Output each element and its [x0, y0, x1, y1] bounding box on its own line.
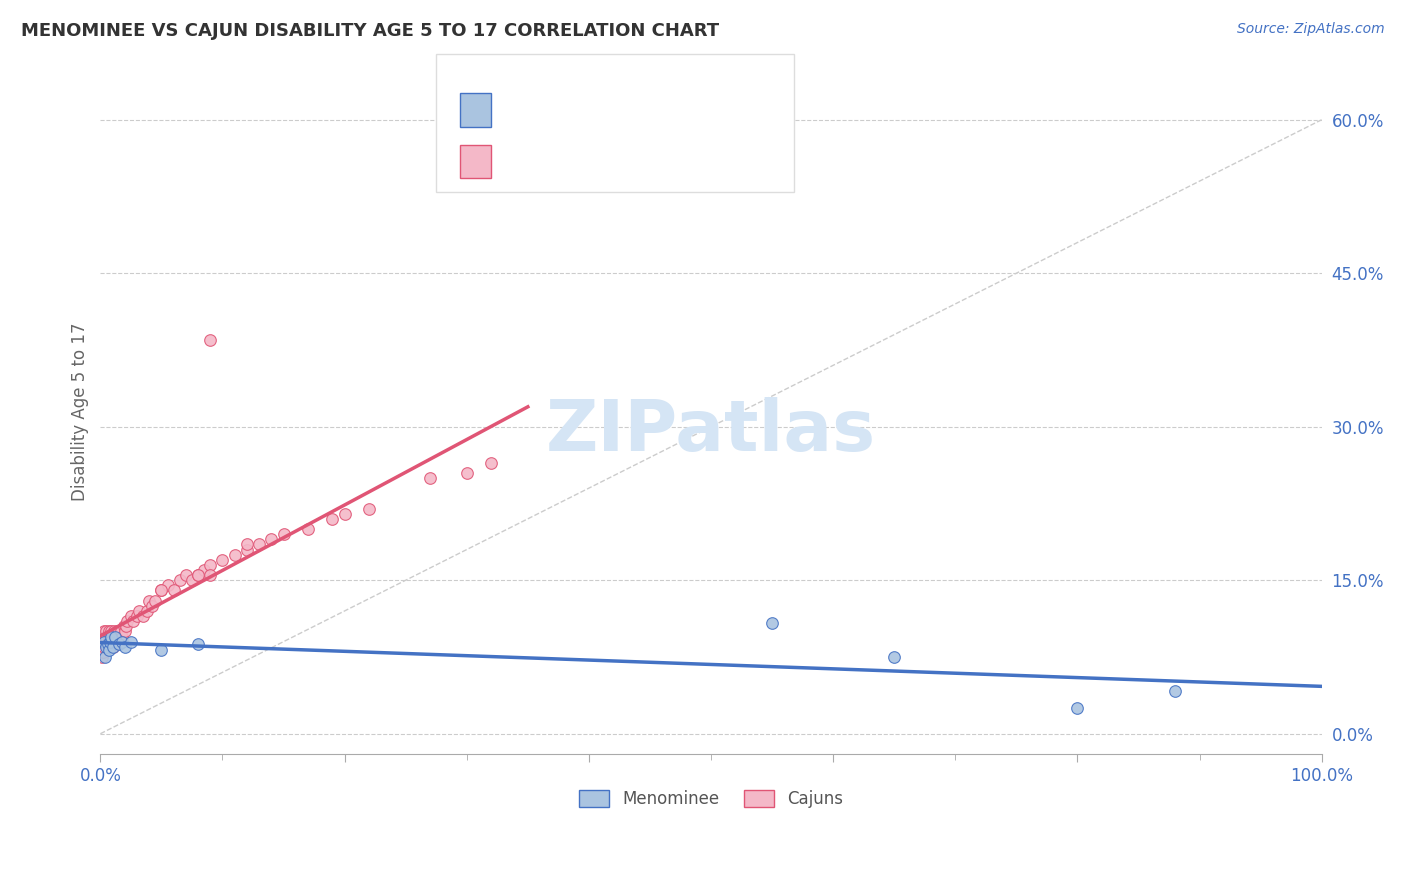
Point	[104, 634, 127, 648]
Point	[1164, 683, 1187, 698]
Point	[98, 630, 121, 644]
Point	[211, 553, 233, 567]
Point	[120, 609, 142, 624]
Point	[101, 634, 124, 648]
Point	[247, 537, 270, 551]
Text: Source: ZipAtlas.com: Source: ZipAtlas.com	[1237, 22, 1385, 37]
Point	[111, 634, 134, 648]
Point	[96, 634, 118, 648]
Point	[479, 456, 502, 470]
Point	[236, 542, 259, 557]
Point	[97, 637, 120, 651]
Point	[114, 640, 136, 654]
Point	[107, 624, 129, 639]
Point	[94, 650, 117, 665]
Point	[96, 624, 118, 639]
Point	[103, 624, 125, 639]
Point	[94, 630, 117, 644]
Point	[138, 593, 160, 607]
Point	[107, 632, 129, 647]
Point	[122, 614, 145, 628]
Point	[135, 604, 157, 618]
Point	[101, 640, 124, 654]
Point	[132, 609, 155, 624]
Point	[110, 624, 132, 639]
Point	[141, 599, 163, 613]
Point	[97, 630, 120, 644]
Point	[456, 466, 478, 480]
Point	[187, 637, 209, 651]
Point	[297, 522, 319, 536]
Point	[98, 634, 121, 648]
Point	[357, 501, 380, 516]
Point	[91, 634, 114, 648]
Point	[111, 630, 134, 644]
Text: R = -0.212   N = 19: R = -0.212 N = 19	[505, 101, 668, 119]
Point	[93, 630, 115, 644]
Point	[112, 619, 135, 633]
Point	[273, 527, 295, 541]
Point	[187, 568, 209, 582]
Point	[115, 614, 138, 628]
Point	[200, 333, 222, 347]
Point	[101, 640, 124, 654]
Point	[321, 512, 343, 526]
Point	[761, 616, 783, 631]
Point	[105, 637, 128, 651]
Point	[104, 630, 127, 644]
Point	[143, 593, 166, 607]
Point	[224, 548, 246, 562]
Point	[97, 640, 120, 654]
Point	[105, 630, 128, 644]
Point	[200, 568, 222, 582]
Point	[114, 624, 136, 639]
Text: ZIPatlas: ZIPatlas	[546, 398, 876, 467]
Legend: Menominee, Cajuns: Menominee, Cajuns	[572, 783, 851, 814]
Point	[883, 650, 905, 665]
Point	[100, 637, 122, 651]
Point	[108, 630, 131, 644]
Point	[97, 624, 120, 639]
Point	[91, 645, 114, 659]
Point	[90, 650, 112, 665]
Point	[260, 533, 283, 547]
Point	[120, 634, 142, 648]
Point	[96, 630, 118, 644]
Point	[174, 568, 197, 582]
Point	[97, 637, 120, 651]
Point	[236, 537, 259, 551]
Point	[97, 634, 120, 648]
Point	[169, 573, 191, 587]
Text: MENOMINEE VS CAJUN DISABILITY AGE 5 TO 17 CORRELATION CHART: MENOMINEE VS CAJUN DISABILITY AGE 5 TO 1…	[21, 22, 720, 40]
Text: R =  0.428   N = 72: R = 0.428 N = 72	[505, 153, 666, 170]
Point	[103, 630, 125, 644]
Point	[93, 640, 115, 654]
Point	[100, 624, 122, 639]
Point	[162, 583, 184, 598]
Point	[125, 609, 148, 624]
Point	[150, 583, 173, 598]
Point	[1066, 701, 1088, 715]
Point	[156, 578, 179, 592]
Point	[200, 558, 222, 572]
Y-axis label: Disability Age 5 to 17: Disability Age 5 to 17	[72, 322, 89, 500]
Point	[107, 624, 129, 639]
Point	[333, 507, 356, 521]
Point	[107, 637, 129, 651]
Point	[96, 640, 118, 654]
Point	[93, 634, 115, 648]
Point	[97, 642, 120, 657]
Point	[187, 568, 209, 582]
Point	[150, 583, 173, 598]
Point	[98, 634, 121, 648]
Point	[181, 573, 204, 587]
Point	[193, 563, 215, 577]
Point	[150, 642, 173, 657]
Point	[94, 637, 117, 651]
Point	[100, 630, 122, 644]
Point	[93, 624, 115, 639]
Point	[419, 471, 441, 485]
Point	[115, 619, 138, 633]
Point	[128, 604, 150, 618]
